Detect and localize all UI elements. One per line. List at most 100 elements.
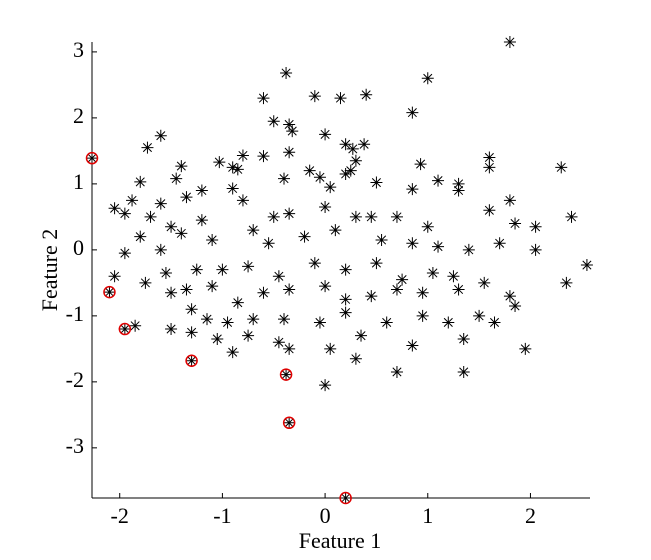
point bbox=[283, 146, 296, 159]
point bbox=[262, 237, 275, 250]
y-tick-label: -3 bbox=[66, 433, 84, 458]
point bbox=[406, 237, 419, 250]
point bbox=[226, 346, 239, 359]
point bbox=[483, 151, 496, 164]
point bbox=[226, 161, 239, 174]
point bbox=[313, 316, 326, 329]
point bbox=[324, 342, 337, 355]
point bbox=[370, 176, 383, 189]
point bbox=[457, 332, 470, 345]
y-tick-label: -1 bbox=[66, 301, 84, 326]
point bbox=[226, 182, 239, 195]
outlier-ring bbox=[339, 491, 352, 505]
point bbox=[452, 177, 465, 190]
point bbox=[432, 174, 445, 187]
point bbox=[509, 299, 522, 312]
point bbox=[319, 200, 332, 213]
point bbox=[126, 194, 139, 207]
point bbox=[565, 210, 578, 223]
point bbox=[231, 163, 244, 176]
point bbox=[358, 138, 371, 151]
point bbox=[257, 286, 270, 299]
point bbox=[242, 260, 255, 273]
outlier-ring bbox=[103, 285, 116, 299]
point bbox=[339, 293, 352, 306]
point bbox=[339, 492, 352, 504]
point bbox=[144, 210, 157, 223]
point bbox=[339, 138, 352, 151]
point bbox=[478, 276, 491, 289]
point bbox=[473, 309, 486, 322]
point bbox=[319, 280, 332, 293]
point bbox=[213, 156, 226, 169]
point bbox=[165, 220, 178, 233]
point bbox=[154, 197, 167, 210]
point bbox=[283, 416, 296, 429]
point bbox=[375, 233, 388, 246]
point bbox=[195, 184, 208, 197]
point bbox=[141, 141, 154, 154]
point bbox=[390, 283, 403, 296]
y-tick-label: 1 bbox=[73, 169, 84, 194]
point bbox=[308, 90, 321, 103]
point bbox=[344, 164, 357, 177]
point bbox=[303, 164, 316, 177]
point bbox=[103, 286, 116, 299]
point bbox=[190, 263, 203, 276]
point bbox=[529, 243, 542, 256]
point bbox=[242, 329, 255, 342]
point bbox=[170, 172, 183, 185]
point bbox=[118, 247, 131, 260]
point bbox=[272, 336, 285, 349]
point bbox=[139, 276, 152, 289]
point bbox=[180, 191, 193, 204]
point bbox=[154, 243, 167, 256]
y-axis-label: Feature 2 bbox=[37, 229, 62, 311]
point bbox=[503, 36, 516, 48]
point bbox=[529, 220, 542, 233]
point bbox=[206, 280, 219, 293]
point bbox=[349, 352, 362, 365]
point bbox=[365, 290, 378, 303]
point bbox=[406, 339, 419, 352]
point bbox=[452, 184, 465, 197]
point bbox=[257, 92, 270, 105]
point bbox=[134, 175, 147, 188]
point bbox=[339, 263, 352, 276]
point bbox=[426, 266, 439, 279]
point bbox=[108, 270, 121, 283]
point bbox=[283, 342, 296, 355]
point bbox=[206, 233, 219, 246]
point bbox=[462, 243, 475, 256]
point bbox=[267, 115, 280, 128]
y-tick-label: 3 bbox=[73, 37, 84, 62]
point bbox=[324, 181, 337, 194]
point bbox=[201, 313, 214, 326]
point bbox=[159, 266, 172, 279]
point bbox=[580, 259, 593, 272]
point bbox=[286, 125, 299, 138]
point bbox=[509, 217, 522, 230]
outlier-ring bbox=[279, 368, 293, 381]
point bbox=[272, 270, 285, 283]
point bbox=[319, 128, 332, 141]
x-tick-label: 1 bbox=[422, 503, 433, 528]
point bbox=[421, 220, 434, 233]
point bbox=[313, 171, 326, 184]
point bbox=[221, 316, 234, 329]
point bbox=[280, 67, 293, 80]
point bbox=[247, 224, 260, 237]
point bbox=[283, 283, 296, 296]
point bbox=[447, 270, 460, 283]
point bbox=[86, 152, 98, 165]
point bbox=[390, 210, 403, 223]
outlier-ring bbox=[282, 416, 296, 430]
point bbox=[211, 332, 224, 345]
point bbox=[283, 118, 296, 131]
point bbox=[185, 354, 198, 367]
point bbox=[185, 326, 198, 339]
point bbox=[329, 224, 342, 237]
point bbox=[483, 204, 496, 217]
point bbox=[195, 214, 208, 227]
